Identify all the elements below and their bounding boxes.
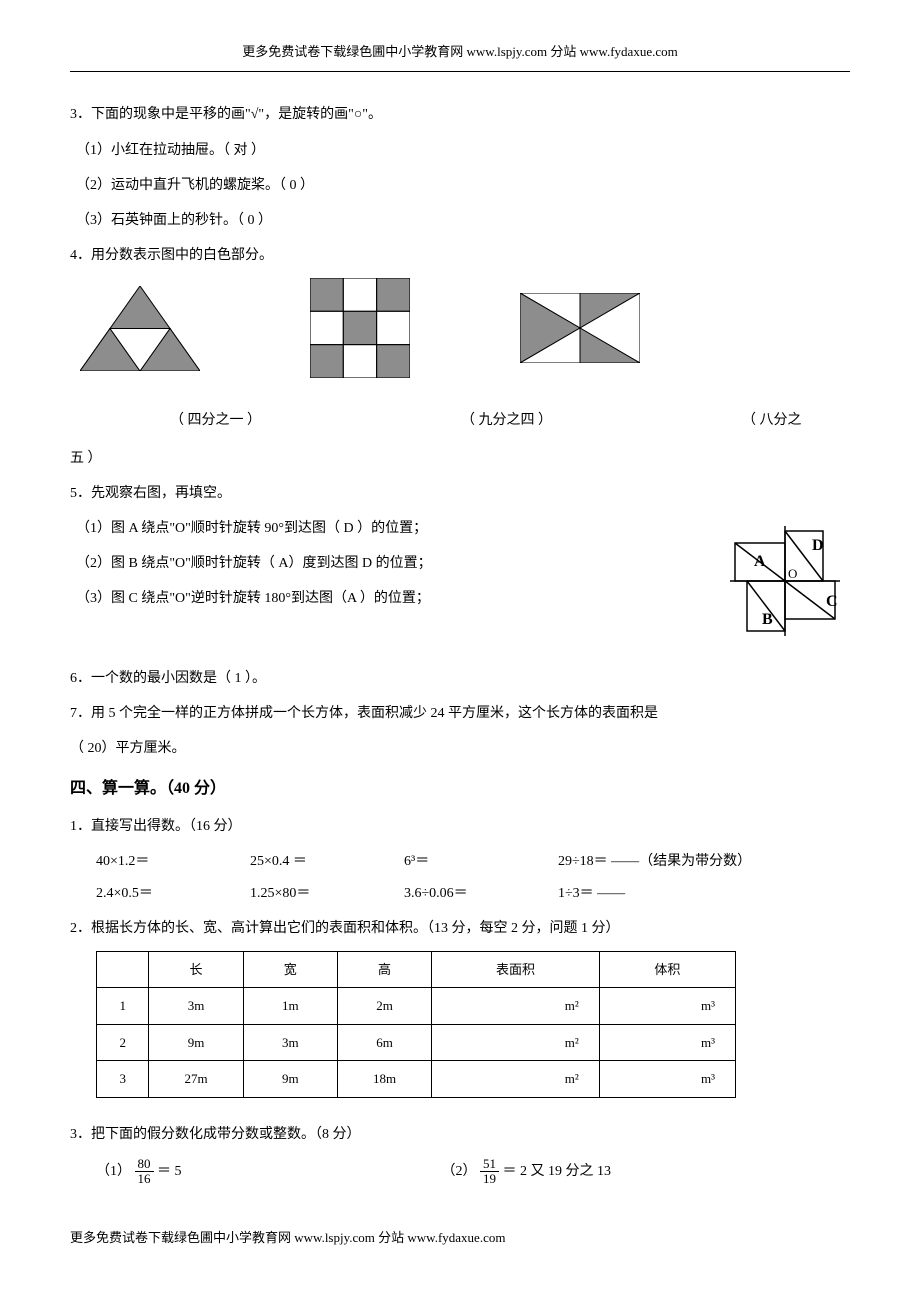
q4-prompt: 4．用分数表示图中的白色部分。 (70, 243, 850, 268)
fraction-1: 80 16 (135, 1157, 154, 1187)
calc1-row1: 40×1.2＝ 25×0.4 ＝ 6³＝ 29÷18＝ ——（结果为带分数） (96, 849, 850, 874)
q7-line1: 7．用 5 个完全一样的正方体拼成一个长方体，表面积减少 24 平方厘米，这个长… (70, 701, 850, 726)
label-d: D (812, 537, 824, 554)
q5-diagram: A D C B O (720, 516, 850, 646)
label-c: C (826, 593, 838, 610)
calc1-row2: 2.4×0.5＝ 1.25×80＝ 3.6÷0.06＝ 1÷3＝ —— (96, 881, 850, 906)
calc2-table: 长 宽 高 表面积 体积 1 3m 1m 2m m² m³ 2 9m 3m 6m… (96, 951, 736, 1098)
calc1-r1-1: 40×1.2＝ (96, 849, 216, 874)
calc3-prompt: 3．把下面的假分数化成带分数或整数。（8 分） (70, 1122, 850, 1147)
calc1-r2-4: 1÷3＝ —— (558, 881, 678, 906)
calc2-prompt: 2．根据长方体的长、宽、高计算出它们的表面积和体积。（13 分，每空 2 分，问… (70, 916, 850, 941)
label-a: A (754, 553, 766, 570)
calc1-r2-1: 2.4×0.5＝ (96, 881, 216, 906)
q4-ans-1: （ 四分之一 ） (170, 408, 261, 433)
q5-prompt: 5．先观察右图，再填空。 (70, 481, 850, 506)
calc1-r2-3: 3.6÷0.06＝ (404, 881, 524, 906)
th-3: 高 (337, 952, 431, 988)
calc1-r1-3: 6³＝ (404, 849, 524, 874)
q4-ans-2: （ 九分之四 ） (461, 408, 552, 433)
q4-fig-grid (310, 278, 410, 378)
q4-fig-triangle (80, 286, 200, 371)
q3-item-2: （2）运动中直升飞机的螺旋桨。（ 0 ） (76, 173, 850, 198)
calc3-item2-eq: ＝ 2 又 19 分之 13 (503, 1164, 612, 1179)
page-header: 更多免费试卷下载绿色圃中小学教育网 www.lspjy.com 分站 www.f… (70, 40, 850, 72)
calc1-r1-4: 29÷18＝ ——（结果为带分数） (558, 849, 751, 874)
q4-figures (80, 278, 850, 378)
calc1-r2-2: 1.25×80＝ (250, 881, 370, 906)
calc3-item1-eq: ＝ 5 (157, 1164, 182, 1179)
q4-fig-rect (520, 293, 640, 363)
q7-line2: （ 20）平方厘米。 (70, 736, 850, 761)
th-0 (97, 952, 149, 988)
q4-tail: 五 ） (70, 446, 850, 471)
fraction-2: 51 19 (480, 1157, 499, 1187)
calc3-item2: （2） 51 19 ＝ 2 又 19 分之 13 (442, 1157, 612, 1187)
table-row: 3 27m 9m 18m m² m³ (97, 1061, 736, 1097)
q6: 6．一个数的最小因数是（ 1 ）。 (70, 666, 850, 691)
q3-item-3: （3）石英钟面上的秒针。（ 0 ） (76, 208, 850, 233)
th-1: 长 (149, 952, 243, 988)
label-b: B (762, 611, 773, 628)
table-row: 2 9m 3m 6m m² m³ (97, 1024, 736, 1060)
calc1-prompt: 1．直接写出得数。（16 分） (70, 814, 850, 839)
q3-item-1: （1）小红在拉动抽屉。（ 对 ） (76, 138, 850, 163)
table-row: 长 宽 高 表面积 体积 (97, 952, 736, 988)
calc3-item1-prefix: （1） (96, 1164, 131, 1179)
table-row: 1 3m 1m 2m m² m³ (97, 988, 736, 1024)
q4-ans-3: （ 八分之 (742, 408, 802, 433)
label-o: O (788, 566, 797, 581)
calc1-r1-2: 25×0.4 ＝ (250, 849, 370, 874)
th-2: 宽 (243, 952, 337, 988)
section4-title: 四、算一算。（40 分） (70, 775, 850, 804)
q4-answers: （ 四分之一 ） （ 九分之四 ） （ 八分之 (70, 408, 850, 433)
th-4: 表面积 (432, 952, 600, 988)
q3-prompt: 3．下面的现象中是平移的画"√"，是旋转的画"○"。 (70, 102, 850, 127)
calc3-item1: （1） 80 16 ＝ 5 (96, 1157, 182, 1187)
calc3-item2-prefix: （2） (442, 1164, 477, 1179)
calc3-items: （1） 80 16 ＝ 5 （2） 51 19 ＝ 2 又 19 分之 13 (96, 1157, 850, 1187)
th-5: 体积 (599, 952, 735, 988)
page-footer: 更多免费试卷下载绿色圃中小学教育网 www.lspjy.com 分站 www.f… (70, 1226, 850, 1249)
